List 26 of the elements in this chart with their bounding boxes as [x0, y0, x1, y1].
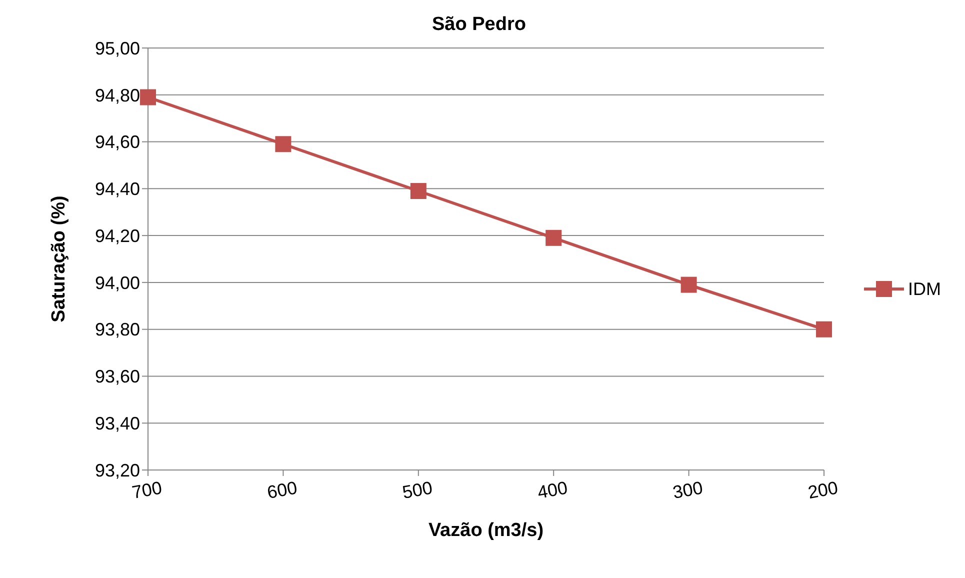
legend-label: IDM: [908, 278, 941, 300]
point: [275, 136, 292, 152]
y-tick-label: 93,40: [94, 414, 140, 434]
x-tick-label: 600: [266, 478, 299, 503]
chart-title: São Pedro: [431, 14, 527, 36]
y-tick-label: 94,80: [94, 85, 140, 106]
x-tick-label: 400: [536, 478, 570, 503]
y-tick-label: 93,20: [94, 460, 140, 480]
y-tick-label: 94,00: [94, 272, 140, 293]
point: [140, 89, 156, 106]
point: [546, 230, 562, 246]
x-axis-title: Vazão (m3/s): [428, 520, 544, 541]
point: [816, 321, 832, 338]
y-tick-label: 94,60: [94, 132, 140, 152]
y-axis-title: Saturação (%): [48, 196, 70, 322]
point: [410, 183, 426, 200]
y-tick-label: 93,60: [94, 366, 140, 387]
x-tick-label: 300: [671, 478, 704, 503]
y-tick-label: 94,40: [94, 179, 140, 200]
y-tick-label: 93,80: [94, 320, 140, 340]
x-tick-label: 200: [806, 478, 840, 503]
point: [680, 276, 697, 293]
y-tick-label: 94,20: [94, 226, 140, 246]
y-tick-label: 95,00: [94, 38, 140, 58]
x-tick-label: 500: [400, 478, 434, 503]
x-tick-label: 700: [130, 478, 164, 503]
